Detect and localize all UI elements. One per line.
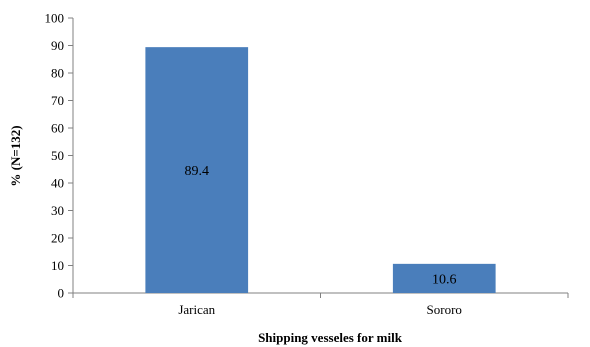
y-tick-label: 40 bbox=[51, 176, 64, 191]
bar-jarican bbox=[145, 47, 249, 294]
y-tick-label: 90 bbox=[51, 38, 64, 53]
y-tick-label: 100 bbox=[45, 11, 65, 26]
y-tick-label: 20 bbox=[51, 231, 64, 246]
data-label-sororo: 10.6 bbox=[432, 272, 457, 287]
y-tick-label: 0 bbox=[58, 286, 65, 301]
y-tick-label: 70 bbox=[51, 93, 64, 108]
y-tick-label: 60 bbox=[51, 121, 64, 136]
y-tick-label: 10 bbox=[51, 258, 64, 273]
y-tick-label: 80 bbox=[51, 66, 64, 81]
x-tick-label-sororo: Sororo bbox=[427, 302, 462, 317]
x-tick-label-jarican: Jarican bbox=[178, 302, 215, 317]
data-label-jarican: 89.4 bbox=[185, 164, 210, 179]
bar-sororo bbox=[392, 263, 496, 293]
y-tick-label: 50 bbox=[51, 148, 64, 163]
y-axis: 0 10 20 30 40 50 60 70 80 90 100 bbox=[45, 11, 74, 301]
x-axis-label: Shipping vesseles for milk bbox=[258, 330, 403, 345]
x-axis: Jarican Sororo bbox=[72, 292, 569, 317]
bars: 89.4 10.6 bbox=[145, 47, 496, 294]
y-axis-label: % (N=132) bbox=[8, 125, 23, 186]
y-tick-label: 30 bbox=[51, 203, 64, 218]
